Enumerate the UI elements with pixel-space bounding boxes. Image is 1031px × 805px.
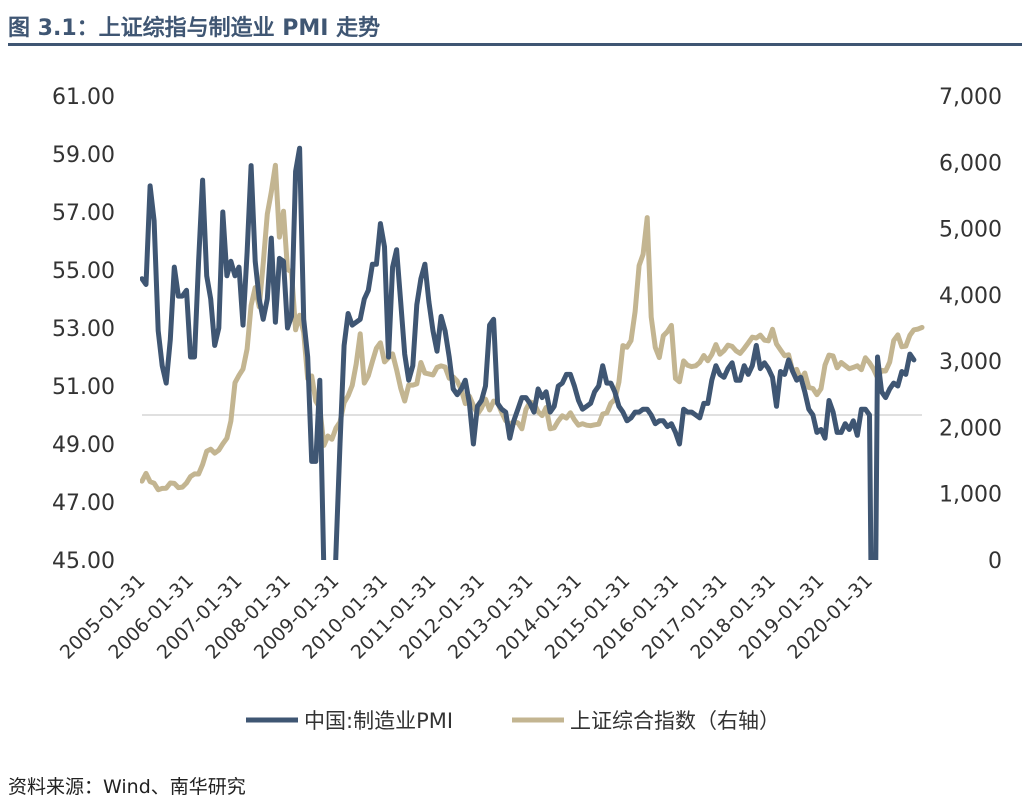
- right-tick-label: 6,000: [939, 151, 1002, 176]
- title-bar: 图 3.1：上证综指与制造业 PMI 走势: [8, 6, 1022, 46]
- left-axis-ticks: 61.00 59.00 57.00 55.00 53.00 51.00 49.00 47.00…: [52, 85, 115, 574]
- left-tick-label: 49.00: [52, 433, 115, 458]
- left-tick-label: 47.00: [52, 491, 115, 516]
- legend: 中国:制造业PMI 上证综合指数（右轴）: [246, 709, 780, 733]
- right-axis-ticks: 7,000 6,000 5,000 4,000 3,000 2,000 1,000 0: [939, 85, 1002, 574]
- right-tick-label: 1,000: [939, 483, 1002, 508]
- chart-title: 图 3.1：上证综指与制造业 PMI 走势: [8, 16, 381, 41]
- right-tick-label: 7,000: [939, 85, 1002, 110]
- source-note: 资料来源：Wind、南华研究: [8, 776, 246, 798]
- legend-item-pmi-label: 中国:制造业PMI: [304, 709, 453, 733]
- right-tick-label: 0: [988, 549, 1002, 574]
- left-tick-label: 57.00: [52, 201, 115, 226]
- series-layer: [140, 145, 925, 560]
- x-axis-ticks: 2005-01-312006-01-312007-01-312008-01-31…: [56, 570, 877, 664]
- right-tick-label: 5,000: [939, 218, 1002, 243]
- right-tick-label: 3,000: [939, 350, 1002, 375]
- left-tick-label: 51.00: [52, 375, 115, 400]
- left-tick-label: 53.00: [52, 317, 115, 342]
- left-tick-label: 59.00: [52, 143, 115, 168]
- left-tick-label: 45.00: [52, 549, 115, 574]
- left-tick-label: 55.00: [52, 259, 115, 284]
- pmi-series-line: [140, 145, 917, 560]
- x-tick-label: 2020-01-31: [783, 570, 877, 664]
- index-series-line: [140, 162, 925, 493]
- right-tick-label: 2,000: [939, 416, 1002, 441]
- legend-item-index-label: 上证综合指数（右轴）: [570, 709, 780, 733]
- left-tick-label: 61.00: [52, 85, 115, 110]
- right-tick-label: 4,000: [939, 284, 1002, 309]
